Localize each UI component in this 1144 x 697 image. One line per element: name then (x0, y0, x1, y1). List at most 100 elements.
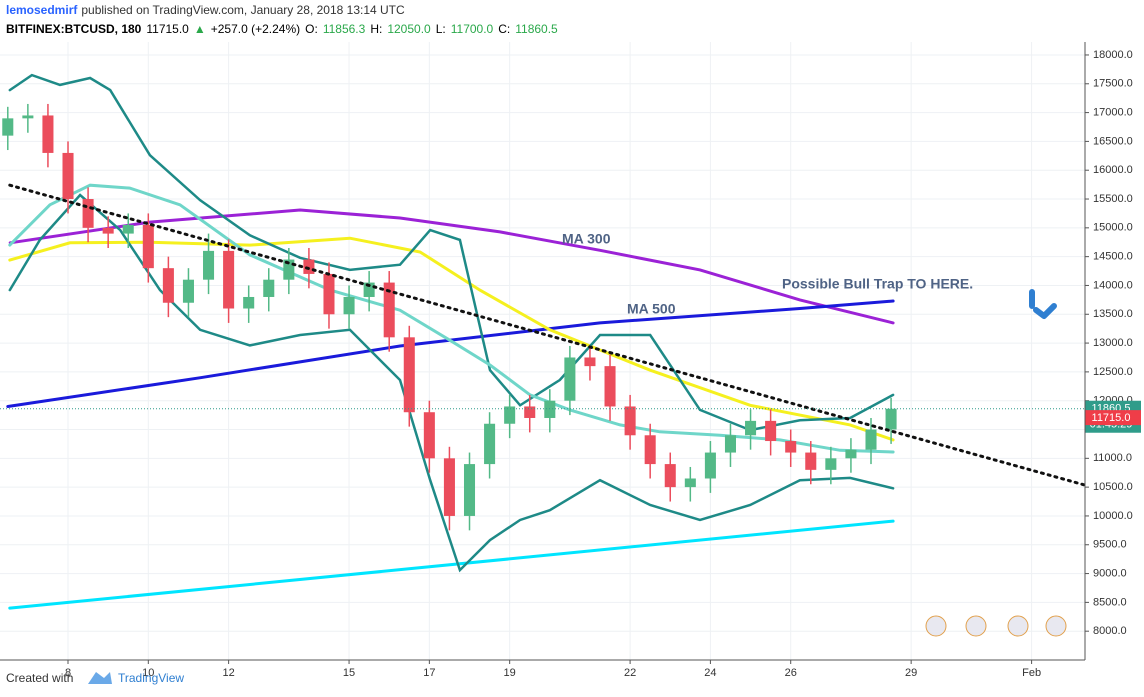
indicator-line (8, 73, 895, 432)
candle-body (102, 227, 114, 234)
event-icon[interactable] (965, 615, 987, 637)
candle-body (644, 435, 656, 465)
candle-body (142, 224, 154, 269)
candle-body (524, 406, 536, 418)
y-tick-label: 12500.0 (1093, 366, 1133, 378)
x-tick-label: 15 (343, 667, 355, 679)
quote-part: ▲ (194, 22, 206, 36)
candle-body (684, 478, 696, 488)
y-tick-label: 16500.0 (1093, 135, 1133, 147)
event-icon[interactable] (1007, 615, 1029, 637)
footer-created: Created with (6, 671, 73, 685)
y-tick-label: 14000.0 (1093, 279, 1133, 291)
y-tick-label: 8500.0 (1093, 596, 1127, 608)
quote-part: L: (436, 22, 446, 36)
candle-body (604, 366, 616, 407)
x-tick-label: 29 (905, 667, 917, 679)
candle-body (845, 449, 857, 459)
quote-part: BITFINEX:BTCUSD, 180 (6, 22, 142, 36)
event-icon[interactable] (1045, 615, 1067, 637)
indicator-line (8, 183, 1087, 487)
indicator-line (8, 519, 895, 610)
x-tick-label: Feb (1022, 667, 1041, 679)
x-tick-label: 10 (142, 667, 154, 679)
annotation: MA 300 (562, 231, 611, 247)
quote-part: 11860.5 (515, 22, 558, 36)
candle-body (463, 464, 476, 516)
author[interactable]: lemosedmirf (6, 3, 78, 17)
tv-logo (88, 672, 112, 684)
header-line: lemosedmirf published on TradingView.com,… (6, 3, 405, 17)
candle-body (805, 452, 817, 470)
quote-part: O: (305, 22, 318, 36)
candle-body (42, 115, 54, 153)
candle-body (484, 423, 496, 465)
x-tick-label: 8 (65, 667, 71, 679)
quote-part: H: (370, 22, 382, 36)
candle-body (323, 273, 335, 315)
event-icons (925, 615, 1067, 637)
y-tick-label: 14500.0 (1093, 251, 1133, 263)
candle-body (82, 199, 94, 228)
annotation: MA 500 (627, 301, 676, 317)
y-tick-label: 17000.0 (1093, 106, 1133, 118)
y-tick-label: 9000.0 (1093, 567, 1127, 579)
footer-brand[interactable]: TradingView (118, 671, 184, 685)
x-tick-label: 24 (704, 667, 716, 679)
published: published on TradingView.com, January 28… (81, 3, 405, 17)
candle-body (564, 357, 576, 401)
x-tick-label: 12 (222, 667, 234, 679)
candle-body (624, 406, 636, 436)
y-tick-label: 16000.0 (1093, 164, 1133, 176)
candle-body (2, 118, 14, 136)
quote-part: 11700.0 (451, 22, 494, 36)
x-tick-label: 17 (423, 667, 435, 679)
candle-body (283, 259, 295, 280)
y-tick-label: 15500.0 (1093, 193, 1133, 205)
candle-body (724, 435, 737, 453)
y-tick-label: 8000.0 (1093, 625, 1127, 637)
quote-line: BITFINEX:BTCUSD, 180 11715.0 ▲ +257.0 (+2.2… (6, 22, 558, 36)
candle-body (745, 420, 757, 436)
indicator-line (8, 236, 895, 442)
candle-body (704, 452, 716, 479)
y-tick-label: 9500.0 (1093, 539, 1127, 551)
candle-body (584, 357, 596, 367)
quote-part: 11715.0 (146, 22, 189, 36)
quote-part: 12050.0 (387, 22, 431, 36)
candle-body (263, 279, 275, 297)
candle-body (343, 296, 355, 315)
candle-body (383, 282, 395, 338)
quote-part: 11856.3 (323, 22, 366, 36)
y-tick-label: 13000.0 (1093, 337, 1133, 349)
candle-body (885, 408, 897, 430)
y-tick-label: 10500.0 (1093, 481, 1133, 493)
x-tick-label: 26 (785, 667, 797, 679)
price-marker-label: 11715.0 (1092, 412, 1131, 424)
y-tick-label: 10000.0 (1093, 510, 1133, 522)
candle-body (223, 250, 235, 309)
candle-body (504, 406, 516, 424)
candle-body (203, 250, 215, 280)
candle-body (865, 429, 877, 450)
x-tick-label: 22 (624, 667, 636, 679)
y-tick-label: 13500.0 (1093, 308, 1133, 320)
annotation: Possible Bull Trap TO HERE. (782, 276, 973, 292)
candle-body (825, 458, 837, 470)
candle-body (664, 464, 676, 488)
indicator-line (8, 193, 895, 573)
quote-part: +257.0 (+2.24%) (211, 22, 300, 36)
event-icon[interactable] (925, 615, 947, 637)
candle-body (443, 458, 455, 516)
candle-body (303, 259, 315, 274)
candle-body (423, 412, 435, 459)
candle-body (122, 224, 134, 234)
candle-body (363, 282, 375, 297)
price-marker-box (1085, 410, 1141, 426)
y-tick-label: 18000.0 (1093, 49, 1133, 61)
x-tick-label: 19 (504, 667, 516, 679)
candle-body (62, 152, 74, 200)
